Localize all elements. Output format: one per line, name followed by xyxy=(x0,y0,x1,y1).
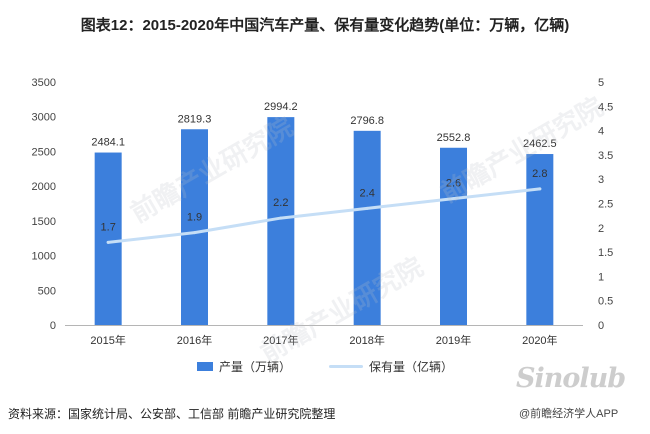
y-tick-right: 4 xyxy=(598,126,604,138)
x-tick-label: 2019年 xyxy=(436,333,471,347)
bar-value-label: 2819.3 xyxy=(178,113,212,125)
bar xyxy=(353,130,381,325)
legend-swatch-line xyxy=(329,365,363,368)
legend-item-ownership: 保有量（亿辆） xyxy=(329,358,453,375)
y-tick-left: 2500 xyxy=(32,146,56,158)
line-value-label: 2.4 xyxy=(360,187,375,199)
y-tick-left: 1000 xyxy=(32,251,56,263)
bar-value-label: 2462.5 xyxy=(523,138,557,150)
x-tick-label: 2018年 xyxy=(349,333,384,347)
legend-label-production: 产量（万辆） xyxy=(218,360,291,374)
x-tick-label: 2016年 xyxy=(177,333,212,347)
line-point xyxy=(193,231,196,235)
y-tick-left: 1500 xyxy=(32,216,56,228)
line-value-label: 2.6 xyxy=(446,178,461,190)
y-tick-left: 3000 xyxy=(32,112,56,124)
line-point xyxy=(452,197,455,201)
y-tick-right: 0 xyxy=(598,320,604,332)
source-note: 资料来源：国家统计局、公安部、工信部 前瞻产业研究院整理 xyxy=(8,407,336,421)
y-tick-left: 3500 xyxy=(32,77,56,89)
line-value-label: 1.9 xyxy=(187,212,202,224)
watermark-logo: Sinolub xyxy=(516,363,626,394)
y-tick-right: 1.5 xyxy=(598,247,613,259)
y-tick-right: 2 xyxy=(598,223,604,235)
y-tick-right: 3.5 xyxy=(598,150,613,162)
legend: 产量（万辆） 保有量（亿辆） xyxy=(0,358,650,375)
bar xyxy=(526,154,554,325)
y-tick-right: 5 xyxy=(598,77,604,89)
bar xyxy=(181,129,208,325)
y-tick-right: 4.5 xyxy=(598,101,613,113)
y-tick-right: 1 xyxy=(598,271,604,283)
x-tick-label: 2015年 xyxy=(90,333,125,347)
bar-value-label: 2994.2 xyxy=(264,101,298,113)
line-value-label: 1.7 xyxy=(101,221,116,233)
y-tick-right: 0.5 xyxy=(598,296,613,308)
line-series-ownership xyxy=(106,187,542,244)
y-tick-right: 3 xyxy=(598,174,604,186)
x-tick-label: 2020年 xyxy=(522,333,557,347)
bar-value-label: 2484.1 xyxy=(91,137,125,149)
line-point xyxy=(538,187,542,191)
legend-swatch-bar xyxy=(196,362,213,371)
line-point xyxy=(365,206,369,210)
y-tick-left: 500 xyxy=(38,285,56,297)
legend-item-production: 产量（万辆） xyxy=(196,358,291,375)
line-value-label: 2.8 xyxy=(532,168,547,180)
bar-value-label: 2552.8 xyxy=(437,132,471,144)
credit-text: @前瞻经济学人APP xyxy=(519,408,619,420)
line-point xyxy=(279,216,283,220)
chart-title: 图表12：2015-2020年中国汽车产量、保有量变化趋势(单位：万辆，亿辆) xyxy=(80,17,570,34)
line-point xyxy=(106,240,110,244)
line-value-label: 2.2 xyxy=(273,197,288,209)
legend-label-ownership: 保有量（亿辆） xyxy=(369,360,454,374)
bar xyxy=(94,152,122,325)
y-tick-right: 2.5 xyxy=(598,199,613,211)
x-tick-label: 2017年 xyxy=(263,333,298,347)
y-tick-left: 2000 xyxy=(32,181,56,193)
bar-value-label: 2796.8 xyxy=(350,115,384,127)
y-tick-left: 0 xyxy=(50,320,56,332)
bar xyxy=(440,147,467,325)
